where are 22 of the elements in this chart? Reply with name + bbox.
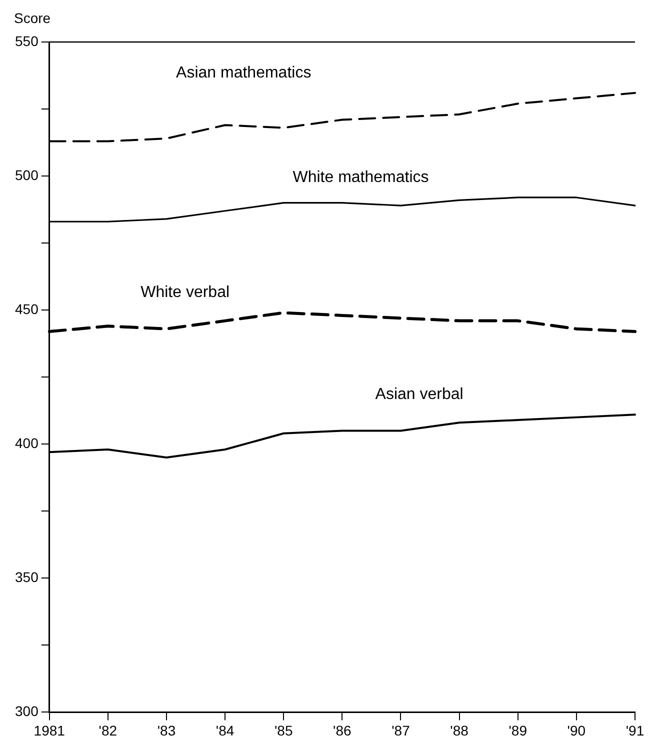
y-tick-label: 450	[15, 300, 39, 317]
x-tick-label: '82	[98, 722, 118, 738]
y-tick-label: 400	[15, 434, 39, 451]
x-tick-label: '83	[157, 722, 176, 738]
y-tick-label: 350	[15, 569, 39, 586]
text: Asian mathematics	[176, 64, 312, 82]
x-tick-label: '86	[333, 722, 352, 738]
y-tick-label: 500	[15, 166, 39, 183]
x-tick-label: '85	[274, 722, 293, 738]
x-tick-label: '88	[450, 722, 469, 738]
x-tick-label: '90	[567, 722, 586, 738]
series-label: White mathematics	[292, 168, 429, 186]
x-tick-label: 1981	[34, 722, 66, 738]
y-tick-label: 300	[15, 703, 39, 720]
y-axis-title: Score	[14, 10, 51, 26]
series-label: White verbal	[140, 284, 230, 302]
y-tick-label: 550	[15, 32, 39, 49]
series-label: Asian verbal	[375, 386, 464, 404]
x-tick-label: '89	[508, 722, 528, 738]
x-tick-label: '87	[392, 722, 410, 738]
x-tick-label: '84	[216, 722, 234, 738]
x-tick-label: '91	[626, 722, 644, 738]
